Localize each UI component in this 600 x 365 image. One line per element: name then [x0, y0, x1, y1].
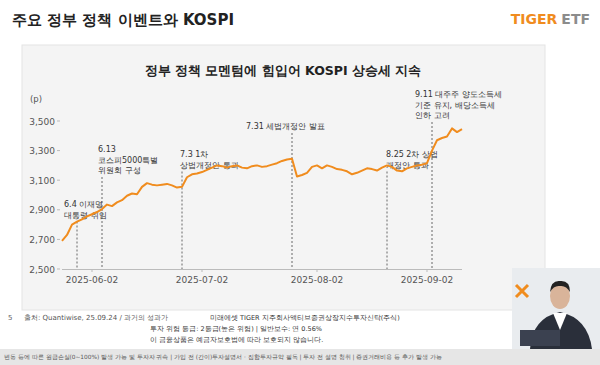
x-tick [202, 269, 203, 272]
background [0, 0, 600, 365]
slide: 주요 정부 정책 이벤트와 KOSPI TIGERETF 정부 정책 모멘텀에 힘입… [0, 0, 600, 365]
y-tick [57, 180, 60, 181]
plot [62, 128, 462, 240]
x-tick-label: 2025-06-02 [66, 275, 118, 285]
presenter-hair [550, 281, 570, 292]
annotation: 위원회 구성 [98, 166, 141, 175]
y-tick-label: 3,500 [29, 117, 55, 127]
y-tick [57, 239, 60, 240]
annotation-leader [102, 177, 103, 269]
chart-title: 정부 정책 모멘텀에 힘입어 KOSPI 상승세 지속 [145, 63, 422, 78]
annotation: 인하 고려 [415, 111, 450, 120]
presenter [512, 268, 600, 349]
y-tick-label: 3,100 [29, 176, 55, 186]
x-tick [427, 269, 428, 272]
x-tick [92, 269, 93, 272]
y-axis-label: (p) [30, 94, 42, 104]
disclaimer-band [0, 349, 600, 365]
annotation-leader [387, 172, 388, 270]
annotation-leader [292, 133, 293, 269]
product-notice: 투자 위험 등급: 2등급(높은 위험) | 일반보수: 연 0.56% [150, 325, 322, 333]
y-tick [57, 121, 60, 122]
annotation: 기준 유지, 배당소득세 [415, 101, 495, 110]
y-tick [57, 269, 60, 270]
x-tick-label: 2025-08-02 [291, 275, 343, 285]
y-tick [57, 150, 60, 151]
logo-suffix: ETF [561, 11, 590, 27]
x-axis [62, 269, 462, 270]
annotation-leader [432, 122, 433, 269]
product-notice: 이 금융상품은 예금자보호법에 따라 보호되지 않습니다. [150, 336, 323, 344]
y-tick [57, 209, 60, 210]
x-tick [317, 269, 318, 272]
disclaimer: 변동 등에 따른 원금손실(0~100%) 발생 가능 및 투자자 귀속 | 가… [4, 354, 442, 361]
logo-brand: TIGER [511, 11, 558, 27]
logo: TIGERETF [511, 11, 590, 27]
page-number: 5 [8, 314, 12, 322]
y-tick-label: 3,300 [29, 146, 55, 156]
presenter-bg [512, 268, 600, 349]
y-tick-label: 2,900 [29, 205, 55, 215]
kospi-line [62, 128, 462, 240]
annotation: 7.3 1차 [180, 150, 208, 159]
annotation: 6.4 이재명 [64, 200, 103, 209]
annotation: 7.31 세법개정안 발표 [246, 122, 325, 131]
product-notice: 미래에셋 TIGER 지주회사액티브증권상장지수투자신탁(주식) [210, 314, 400, 322]
annotation: 9.11 대주주 양도소득세 [415, 90, 502, 99]
chart-panel [22, 45, 545, 310]
presenter-shirt [553, 313, 567, 330]
x-tick-label: 2025-07-02 [176, 275, 228, 285]
presenter-laptop [520, 330, 560, 346]
slide-title: 주요 정부 정책 이벤트와 KOSPI [12, 11, 234, 29]
y-tick-label: 2,700 [29, 235, 55, 245]
y-tick-label: 2,500 [29, 265, 55, 275]
presenter-icon [516, 285, 528, 297]
annotation: 6.13 [98, 145, 116, 154]
annotation-leader [77, 222, 78, 270]
annotation: 코스피5000특별 [98, 156, 158, 165]
annotations: 6.4 이재명대통령 취임6.13코스피5000특별위원회 구성7.3 1차상법… [64, 90, 502, 269]
x-tick-label: 2025-09-02 [401, 275, 453, 285]
source: 출처: Quantiwise, 25.09.24 / 과거의 성과가 [24, 314, 168, 322]
